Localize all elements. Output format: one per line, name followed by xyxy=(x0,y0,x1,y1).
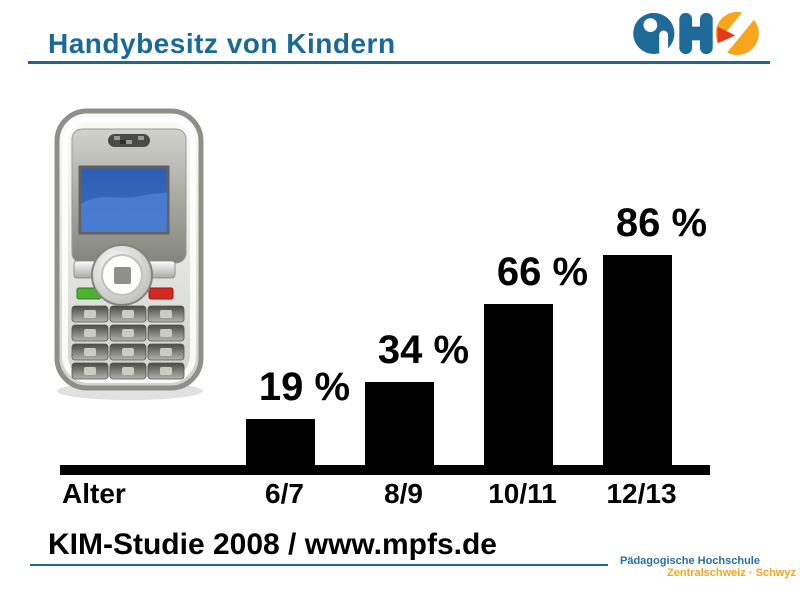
bar-value-label: 19 % xyxy=(258,365,351,409)
bar-8/9 xyxy=(365,382,434,465)
institution-region: Zentralschweiz · Schwyz xyxy=(667,567,796,579)
footer-rule xyxy=(30,564,608,566)
bar-value-label: 86 % xyxy=(615,201,708,245)
bar-10/11 xyxy=(484,304,553,465)
phz-logo-icon xyxy=(633,6,759,58)
x-axis-label: 10/11 xyxy=(488,478,557,509)
bar-value-label: 34 % xyxy=(377,328,470,372)
x-axis-title: Alter xyxy=(62,478,126,509)
institution-name: Pädagogische Hochschule xyxy=(620,555,760,567)
page-title: Handybesitz von Kindern xyxy=(48,28,396,59)
x-axis-label: 6/7 xyxy=(265,478,304,509)
bar-6/7 xyxy=(246,419,315,465)
x-axis-line xyxy=(60,465,710,475)
x-axis-label: 12/13 xyxy=(606,478,677,509)
mobile-phone-icon xyxy=(54,108,204,400)
source-citation: KIM-Studie 2008 / www.mpfs.de xyxy=(48,528,497,561)
x-axis-label: 8/9 xyxy=(384,478,423,509)
bar-12/13 xyxy=(603,255,672,465)
title-underline xyxy=(28,61,770,64)
bar-value-label: 66 % xyxy=(496,250,589,294)
